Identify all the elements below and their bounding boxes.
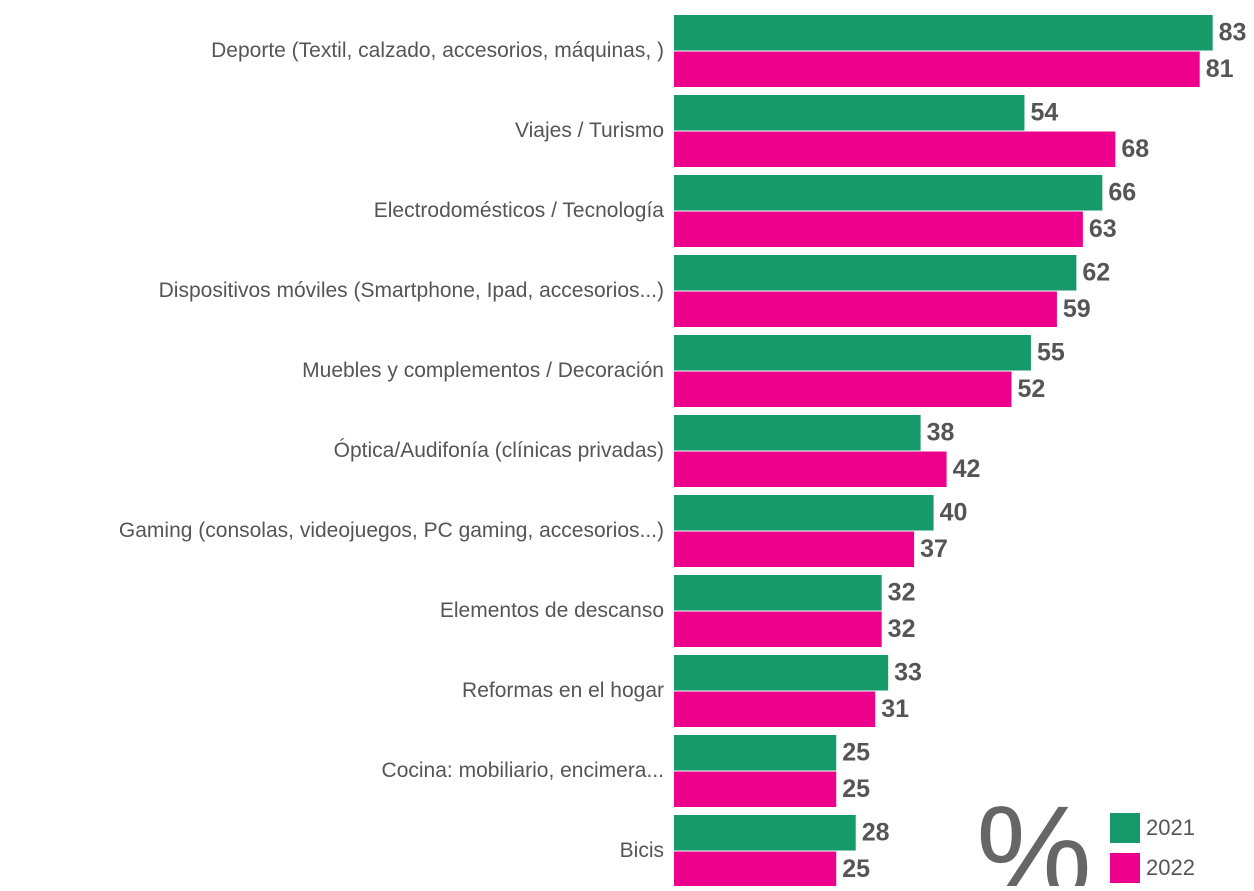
- category-label: Óptica/Audifonía (clínicas privadas): [334, 439, 664, 462]
- value-label: 25: [842, 855, 870, 883]
- value-label: 55: [1037, 338, 1065, 366]
- bar: [674, 531, 915, 567]
- bar: [674, 291, 1057, 327]
- bar: [674, 691, 876, 727]
- value-label: 25: [842, 775, 870, 803]
- value-label: 54: [1030, 98, 1058, 126]
- category-label: Deporte (Textil, calzado, accesorios, má…: [211, 39, 664, 62]
- bar: [674, 335, 1031, 371]
- bar: [674, 495, 934, 531]
- bar: [674, 611, 882, 647]
- bar: [674, 95, 1025, 131]
- bar: [674, 575, 882, 611]
- category-label: Electrodomésticos / Tecnología: [374, 199, 665, 222]
- value-label: 59: [1063, 295, 1091, 323]
- legend-swatch: [1110, 853, 1140, 883]
- category-label: Elementos de descanso: [440, 599, 664, 622]
- bar: [674, 655, 889, 691]
- bar: [674, 451, 947, 487]
- value-label: 28: [862, 818, 890, 846]
- category-label: Bicis: [620, 839, 664, 862]
- legend-label: 2022: [1146, 855, 1195, 880]
- bar: [674, 771, 837, 807]
- value-label: 40: [940, 498, 968, 526]
- value-label: 52: [1017, 375, 1045, 403]
- value-label: 62: [1082, 258, 1110, 286]
- bar: [674, 131, 1116, 167]
- bar: [674, 51, 1200, 87]
- bar: [674, 211, 1083, 247]
- bar: [674, 255, 1077, 291]
- category-label: Dispositivos móviles (Smartphone, Ipad, …: [159, 279, 664, 302]
- category-label: Gaming (consolas, videojuegos, PC gaming…: [119, 519, 664, 542]
- value-label: 66: [1108, 178, 1136, 206]
- bar: [674, 175, 1103, 211]
- bar: [674, 735, 837, 771]
- category-label: Muebles y complementos / Decoración: [302, 359, 664, 382]
- value-label: 32: [888, 578, 916, 606]
- bar: [674, 371, 1012, 407]
- legend-swatch: [1110, 813, 1140, 843]
- value-label: 38: [927, 418, 955, 446]
- value-label: 63: [1089, 215, 1117, 243]
- bar: [674, 15, 1213, 51]
- bar: [674, 815, 856, 851]
- legend-label: 2021: [1146, 815, 1195, 840]
- value-label: 33: [894, 658, 922, 686]
- value-label: 81: [1206, 55, 1234, 83]
- value-label: 37: [920, 535, 948, 563]
- category-label: Cocina: mobiliario, encimera...: [382, 759, 664, 782]
- value-label: 31: [881, 695, 909, 723]
- bar: [674, 851, 837, 887]
- value-label: 32: [888, 615, 916, 643]
- category-label: Viajes / Turismo: [515, 119, 664, 142]
- unit-symbol: %: [976, 778, 1092, 886]
- category-label: Reformas en el hogar: [462, 679, 664, 702]
- value-label: 42: [953, 455, 981, 483]
- bar: [674, 415, 921, 451]
- value-label: 83: [1219, 18, 1247, 46]
- value-label: 25: [842, 738, 870, 766]
- value-label: 68: [1121, 135, 1149, 163]
